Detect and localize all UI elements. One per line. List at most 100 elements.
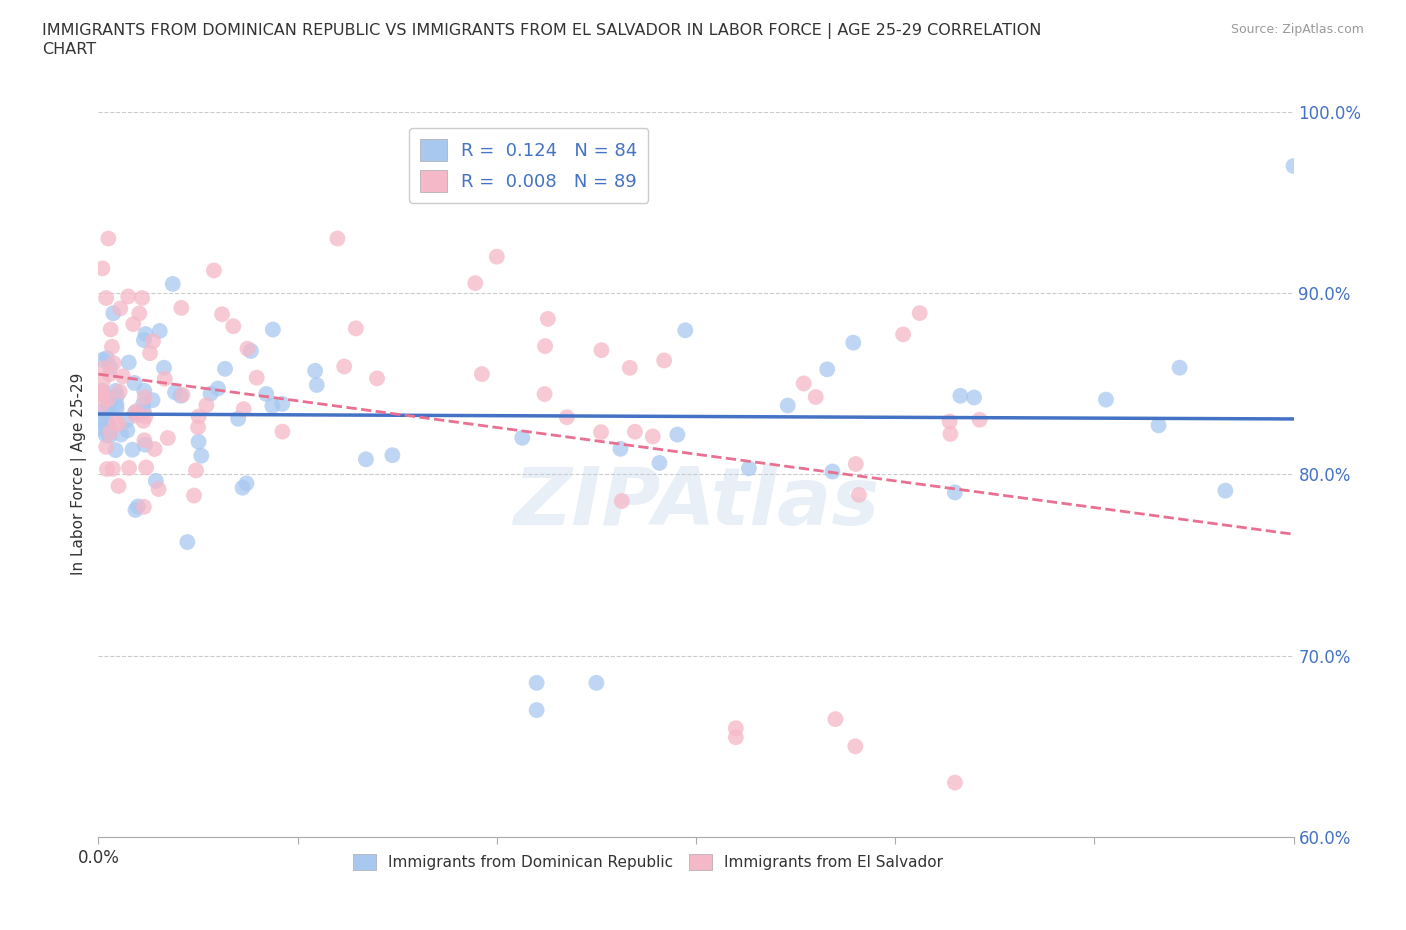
Point [183, 488, 205, 503]
Point [91, 404, 114, 418]
Point [815, 362, 838, 377]
Point [141, 392, 163, 407]
Point [821, 464, 844, 479]
Point [124, 502, 146, 517]
Point [142, 334, 165, 349]
Point [98, 425, 121, 440]
Point [135, 460, 157, 475]
Point [105, 402, 128, 417]
Point [1215, 484, 1237, 498]
Point [97, 397, 120, 412]
Point [170, 300, 193, 315]
Point [207, 381, 229, 396]
Point [673, 323, 696, 338]
Point [134, 432, 156, 447]
Point [949, 389, 972, 404]
Point [134, 390, 156, 405]
Point [118, 460, 141, 475]
Point [107, 417, 129, 432]
Point [134, 409, 156, 424]
Point [115, 413, 138, 428]
Point [652, 353, 675, 368]
Point [124, 376, 146, 391]
Point [246, 370, 269, 385]
Point [97, 231, 120, 246]
Point [91, 421, 114, 436]
Point [226, 411, 249, 426]
Point [254, 387, 277, 402]
Point [187, 409, 209, 424]
Point [104, 383, 127, 398]
Point [262, 399, 284, 414]
Point [94, 290, 117, 305]
Point [239, 343, 262, 358]
Point [190, 448, 212, 463]
Point [132, 499, 155, 514]
Point [195, 398, 218, 413]
Point [187, 434, 209, 449]
Point [101, 339, 124, 354]
Point [326, 231, 349, 246]
Point [232, 402, 254, 417]
Point [1095, 392, 1118, 407]
Text: CHART: CHART [42, 42, 96, 57]
Point [214, 362, 236, 377]
Point [163, 385, 186, 400]
Point [139, 346, 162, 361]
Point [776, 398, 799, 413]
Point [104, 443, 127, 458]
Point [132, 404, 155, 418]
Point [121, 443, 143, 458]
Point [202, 263, 225, 278]
Point [271, 396, 294, 411]
Point [533, 387, 555, 402]
Point [537, 312, 560, 326]
Point [94, 419, 117, 434]
Point [1282, 158, 1305, 173]
Point [848, 487, 870, 502]
Point [108, 384, 131, 399]
Point [143, 442, 166, 457]
Point [804, 390, 827, 405]
Point [1147, 418, 1170, 432]
Point [262, 322, 284, 337]
Point [98, 360, 121, 375]
Point [162, 276, 184, 291]
Point [200, 386, 222, 401]
Point [344, 321, 367, 336]
Point [148, 482, 170, 497]
Point [96, 405, 118, 420]
Point [94, 428, 117, 443]
Point [101, 461, 124, 476]
Point [485, 249, 508, 264]
Point [641, 429, 664, 444]
Point [94, 440, 117, 455]
Point [125, 404, 148, 418]
Point [134, 437, 156, 452]
Point [91, 387, 114, 402]
Point [91, 384, 114, 399]
Point [122, 317, 145, 332]
Point [97, 403, 120, 418]
Point [149, 324, 172, 339]
Point [97, 417, 120, 432]
Point [103, 355, 125, 370]
Point [610, 494, 633, 509]
Point [98, 366, 121, 381]
Point [333, 359, 356, 374]
Point [624, 424, 647, 439]
Point [943, 776, 966, 790]
Point [211, 307, 233, 322]
Point [305, 378, 328, 392]
Point [128, 306, 150, 321]
Point [97, 392, 120, 406]
Point [510, 431, 533, 445]
Point [127, 499, 149, 514]
Point [91, 410, 114, 425]
Point [105, 389, 128, 404]
Point [938, 414, 960, 429]
Point [170, 389, 193, 404]
Point [104, 415, 127, 430]
Point [724, 721, 747, 736]
Point [111, 369, 134, 384]
